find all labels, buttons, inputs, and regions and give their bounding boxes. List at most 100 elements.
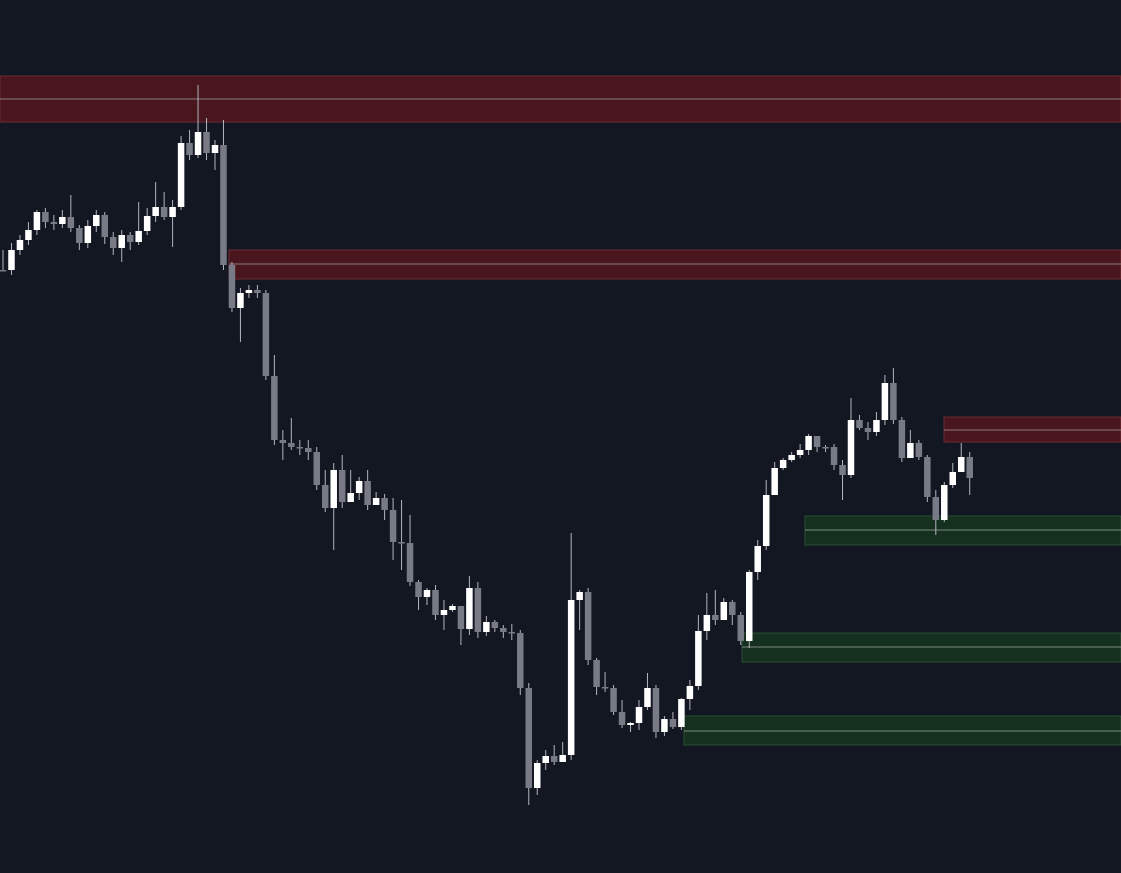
candle <box>576 590 583 630</box>
candle <box>771 462 778 495</box>
candle <box>101 212 109 244</box>
bull-candle-body <box>8 250 15 270</box>
candle <box>432 585 439 620</box>
bear-candle-body <box>830 447 838 465</box>
demand-zone <box>683 715 1121 746</box>
candle <box>966 452 973 495</box>
bear-candle-body <box>262 293 270 376</box>
candle <box>542 750 549 770</box>
candle <box>779 458 787 470</box>
candle <box>406 515 414 586</box>
supply-zone <box>943 416 1121 443</box>
bear-candle-body <box>491 622 499 628</box>
candle <box>143 208 151 235</box>
candle <box>169 200 176 247</box>
candle <box>669 712 677 729</box>
candle <box>762 480 770 550</box>
bull-candle-body <box>627 723 634 725</box>
bear-candle-body <box>474 588 482 632</box>
bear-candle-body <box>406 543 414 582</box>
candle <box>211 140 219 170</box>
bull-candle-body <box>796 450 804 455</box>
candle <box>864 422 872 440</box>
bull-candle-body <box>805 436 812 450</box>
bear-candle-body <box>271 376 278 440</box>
bull-candle-body <box>93 215 100 226</box>
bear-candle-body <box>525 688 533 788</box>
bull-candle-body <box>533 763 541 788</box>
candle <box>109 232 117 255</box>
candle <box>695 615 702 690</box>
bear-candle-body <box>737 615 745 641</box>
bull-candle-body <box>661 719 668 732</box>
bull-candle-body <box>847 420 855 475</box>
bear-candle-body <box>457 606 465 629</box>
candle <box>389 498 397 560</box>
candle <box>601 672 609 692</box>
bull-candle-body <box>355 481 363 493</box>
candle <box>160 192 168 220</box>
bull-candle-body <box>720 602 728 620</box>
candle <box>949 463 957 488</box>
bull-candle-body <box>678 699 685 727</box>
candle <box>627 722 634 732</box>
candle <box>118 230 125 262</box>
bear-candle-body <box>584 592 592 660</box>
candle <box>898 417 906 462</box>
bear-candle-body <box>364 481 371 505</box>
bear-candle-body <box>890 383 897 420</box>
bull-candle-body <box>907 443 914 458</box>
candle <box>907 430 914 458</box>
candle <box>508 624 516 640</box>
bull-candle-body <box>559 755 566 762</box>
candle <box>76 225 83 250</box>
bull-candle-body <box>143 216 151 231</box>
candle <box>474 582 482 638</box>
bull-candle-body <box>449 606 456 610</box>
zones-layer <box>0 75 1121 746</box>
bear-candle-body <box>50 222 58 224</box>
candle <box>415 580 422 610</box>
candle <box>177 136 185 210</box>
bull-candle-body <box>152 207 159 216</box>
candle <box>500 625 507 638</box>
bull-candle-body <box>873 420 880 432</box>
candle <box>347 470 354 502</box>
candle <box>491 620 499 632</box>
bull-candle-body <box>542 756 549 763</box>
candle <box>610 685 617 715</box>
candle <box>84 220 92 248</box>
candle <box>152 182 159 222</box>
candle <box>194 85 202 158</box>
candle <box>873 412 880 436</box>
candle <box>805 434 812 455</box>
candle <box>644 673 651 710</box>
candle <box>186 130 193 160</box>
candle <box>449 604 456 612</box>
candle <box>457 606 465 645</box>
bull-candle-body <box>703 615 711 631</box>
bear-candle-body <box>729 602 736 615</box>
bull-candle-body <box>25 230 32 240</box>
candle <box>381 494 388 520</box>
candle <box>618 700 626 728</box>
candle <box>635 700 643 730</box>
bear-candle-body <box>508 632 516 634</box>
bull-candle-body <box>440 610 448 615</box>
candle <box>890 368 897 424</box>
bull-candle-body <box>135 231 142 242</box>
candle <box>754 540 761 580</box>
bear-candle-body <box>864 428 872 432</box>
candle <box>25 222 32 245</box>
bull-candle-body <box>237 293 244 308</box>
candle <box>372 492 380 505</box>
candle <box>296 440 304 455</box>
bear-candle-body <box>924 457 931 497</box>
candle <box>924 455 931 502</box>
candle <box>288 418 295 450</box>
bear-candle-body <box>203 132 210 153</box>
candle <box>237 288 244 342</box>
candle <box>330 463 337 550</box>
